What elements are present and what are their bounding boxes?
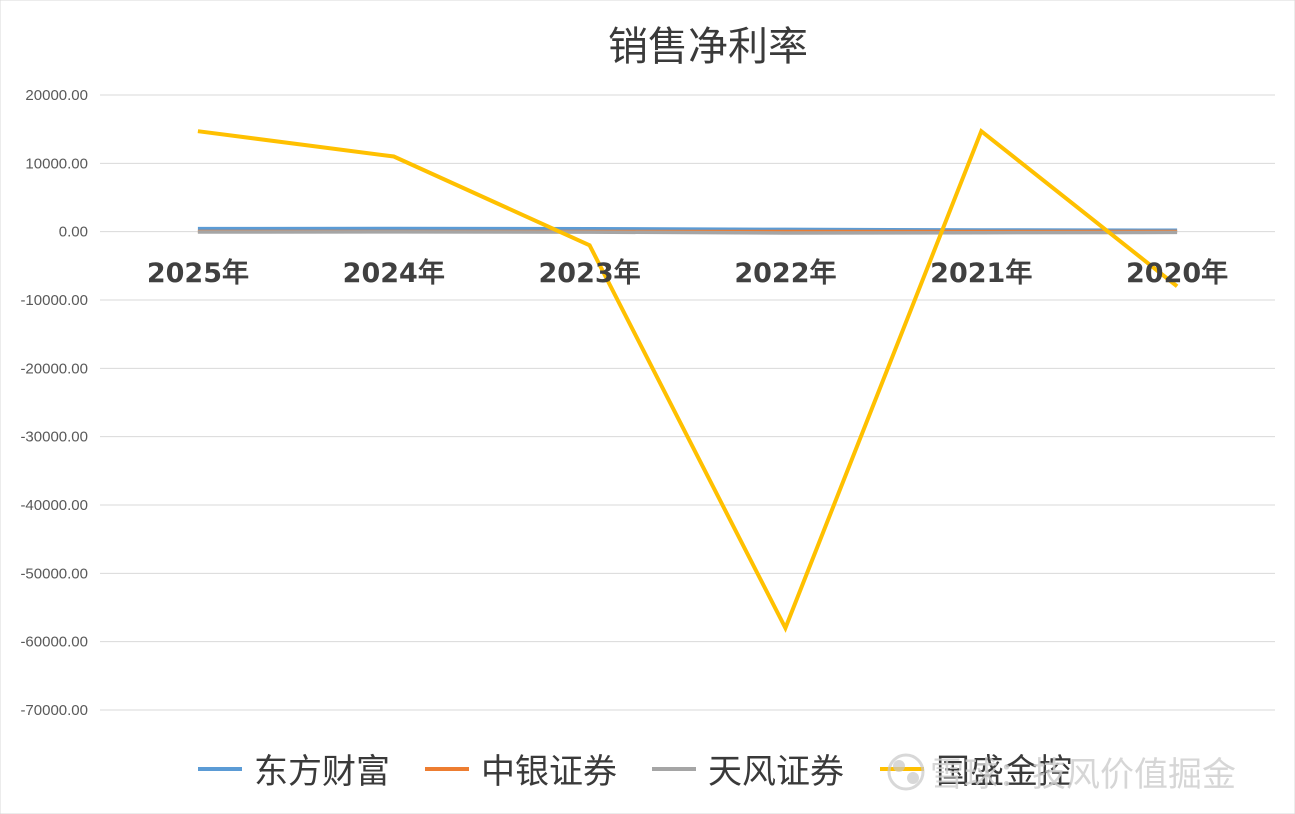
legend-label-0: 东方财富 [254,752,390,792]
y-tick-label: -20000.00 [20,360,88,377]
y-tick-label: -70000.00 [20,702,88,719]
chart-title: 销售净利率 [608,24,808,70]
legend-label-3: 国盛金控 [936,752,1072,792]
x-tick-label: 2020年 [1126,257,1228,289]
series-line-2 [197,230,1178,235]
y-tick-label: -10000.00 [20,292,88,309]
y-tick-label: -30000.00 [20,429,88,446]
y-tick-label: 20000.00 [25,87,88,104]
legend-label-2: 天风证券 [708,752,844,792]
y-tick-label: 10000.00 [25,155,88,172]
x-tick-label: 2022年 [734,257,836,289]
series-line-3 [197,127,1179,633]
watermark-text: 雪球：技风价值掘金 [930,755,1236,795]
y-tick-label: -50000.00 [20,565,88,582]
x-tick-label: 2023年 [539,257,641,289]
x-axis-tick-labels: 2025年 2024年 2023年 2022年 2021年 2020年 [147,257,1228,289]
watermark-logo-icon [887,753,925,791]
watermark: 雪球：技风价值掘金 [887,753,1236,795]
y-tick-label: -40000.00 [20,497,88,514]
x-tick-label: 2021年 [930,257,1032,289]
legend: 东方财富 中银证券 天风证券 国盛金控 [198,752,1072,792]
y-tick-label: -60000.00 [20,634,88,651]
legend-label-1: 中银证券 [481,752,617,792]
x-tick-label: 2024年 [343,257,445,289]
y-tick-label: 0.00 [59,224,88,241]
y-axis-tick-labels: 20000.00 10000.00 0.00 -10000.00 -20000.00 -3… [20,87,88,719]
series-lines [197,127,1179,633]
x-tick-label: 2025年 [147,257,249,289]
